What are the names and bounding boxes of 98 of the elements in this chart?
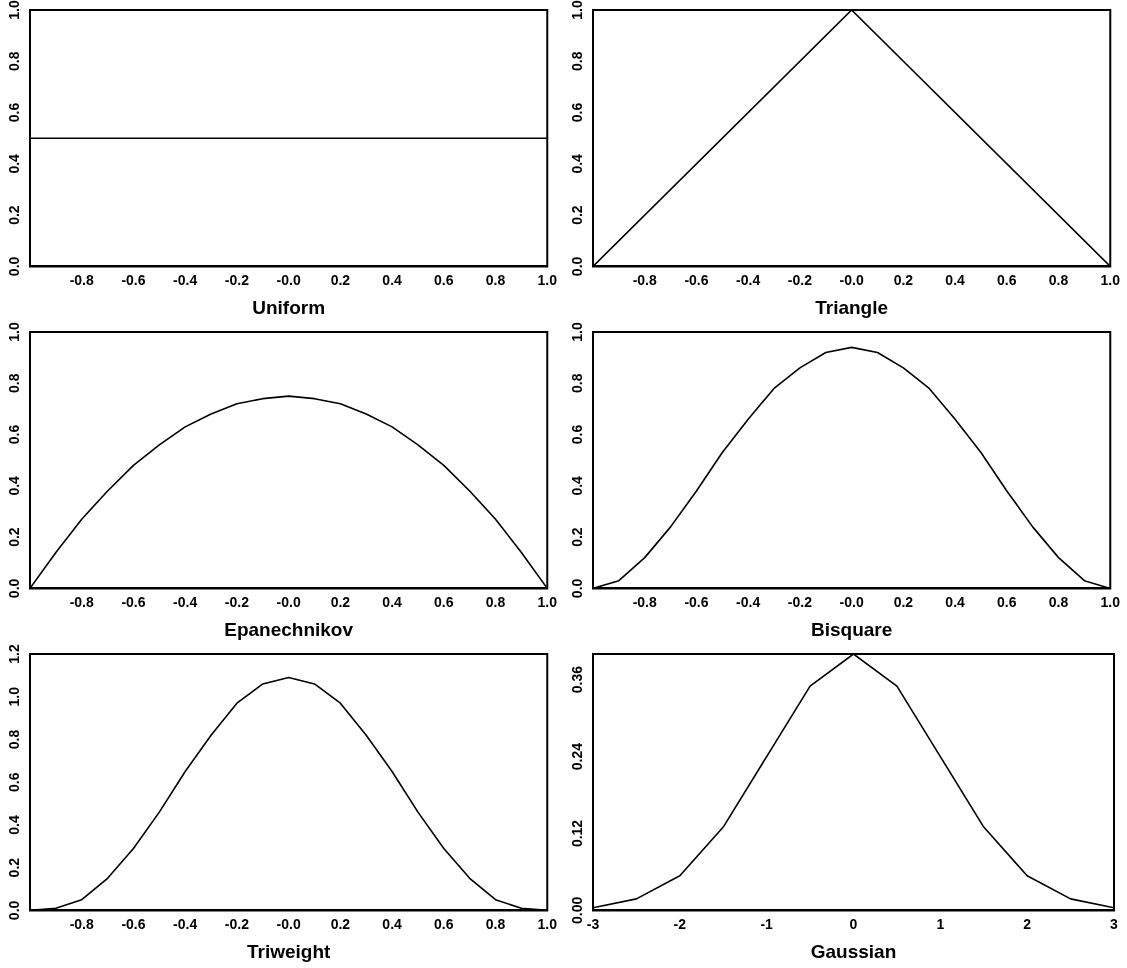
x-tick-label: 0.6 xyxy=(997,271,1017,288)
x-tick-label: -0.8 xyxy=(69,915,94,932)
y-tick-label: 0.6 xyxy=(5,424,22,445)
x-axis-title: Gaussian xyxy=(810,940,897,962)
x-tick-label: -0.4 xyxy=(173,593,198,610)
x-tick-label: -0.8 xyxy=(69,593,94,610)
x-tick-label: 2 xyxy=(1023,915,1032,932)
x-tick-label: 0.4 xyxy=(945,593,966,610)
x-tick-label: -0.8 xyxy=(69,271,94,288)
x-tick-label: -1 xyxy=(760,915,774,932)
y-tick-label: 1.0 xyxy=(5,0,22,20)
x-axis-title: Triangle xyxy=(815,296,889,318)
x-tick-label: 1 xyxy=(936,915,945,932)
x-tick-label: -0.0 xyxy=(276,915,301,932)
x-tick-label: 0.4 xyxy=(382,915,403,932)
x-tick-label: -3 xyxy=(586,915,600,932)
y-tick-label: 1.0 xyxy=(5,322,22,342)
x-tick-label: 0.4 xyxy=(382,593,403,610)
x-tick-label: 0.8 xyxy=(1048,271,1069,288)
y-tick-label: 1.0 xyxy=(568,0,585,20)
x-tick-label: 0.6 xyxy=(997,593,1017,610)
x-tick-label: -0.2 xyxy=(224,593,250,610)
x-tick-label: 0.2 xyxy=(330,593,351,610)
x-tick-label: 0.6 xyxy=(434,593,454,610)
y-tick-label: 0.4 xyxy=(568,475,585,496)
y-tick-label: 0.8 xyxy=(5,729,22,750)
y-tick-label: 0.12 xyxy=(568,819,585,848)
x-tick-label: -0.6 xyxy=(684,271,709,288)
y-tick-label: 0.2 xyxy=(568,205,585,225)
y-tick-label: 0.4 xyxy=(5,814,22,835)
x-axis-title: Bisquare xyxy=(810,618,893,640)
x-tick-label: 0.4 xyxy=(382,271,403,288)
y-tick-label: 0.00 xyxy=(568,896,585,925)
x-tick-label: -0.8 xyxy=(632,271,657,288)
x-tick-label: 0.8 xyxy=(485,593,506,610)
x-tick-label: -0.4 xyxy=(736,271,761,288)
y-tick-label: 0.0 xyxy=(568,578,585,599)
x-tick-label: -0.6 xyxy=(684,593,709,610)
x-tick-label: -0.6 xyxy=(121,593,146,610)
x-tick-label: 1.0 xyxy=(1100,271,1121,288)
x-tick-label: 0.8 xyxy=(485,271,506,288)
x-tick-label: 0.8 xyxy=(485,915,506,932)
x-tick-label: 0.8 xyxy=(1048,593,1069,610)
y-tick-label: 0.2 xyxy=(568,527,585,547)
x-tick-label: -0.0 xyxy=(839,593,864,610)
x-tick-label: 0.2 xyxy=(330,271,351,288)
x-tick-label: 1.0 xyxy=(1100,593,1121,610)
x-tick-label: -0.4 xyxy=(736,593,761,610)
x-tick-label: 1.0 xyxy=(537,915,558,932)
x-tick-label: 0.2 xyxy=(330,915,351,932)
x-axis-title: Triweight xyxy=(246,940,331,962)
x-tick-label: -0.2 xyxy=(787,593,813,610)
x-tick-label: 0.2 xyxy=(893,593,914,610)
x-tick-label: 0 xyxy=(849,915,858,932)
x-axis-title: Epanechnikov xyxy=(224,618,354,640)
x-tick-label: 0.4 xyxy=(945,271,966,288)
y-tick-label: 0.0 xyxy=(5,256,22,277)
x-tick-label: -0.8 xyxy=(632,593,657,610)
x-tick-label: 0.6 xyxy=(434,915,454,932)
y-tick-label: 0.2 xyxy=(5,205,22,225)
y-tick-label: 1.2 xyxy=(5,644,22,664)
y-tick-label: 0.4 xyxy=(5,153,22,174)
x-axis-title: Uniform xyxy=(252,296,326,318)
x-tick-label: -0.2 xyxy=(224,271,250,288)
y-tick-label: 0.24 xyxy=(568,742,585,771)
x-tick-label: -2 xyxy=(673,915,687,932)
y-tick-label: 0.8 xyxy=(5,373,22,394)
x-tick-label: -0.0 xyxy=(839,271,864,288)
x-tick-label: -0.4 xyxy=(173,915,198,932)
y-tick-label: 0.2 xyxy=(5,527,22,547)
y-tick-label: 0.6 xyxy=(568,424,585,445)
x-tick-label: -0.6 xyxy=(121,915,146,932)
x-tick-label: -0.2 xyxy=(224,915,250,932)
x-tick-label: -0.0 xyxy=(276,593,301,610)
y-tick-label: 1.0 xyxy=(5,686,22,707)
y-tick-label: 0.4 xyxy=(568,153,585,174)
x-tick-label: -0.0 xyxy=(276,271,301,288)
y-tick-label: 0.6 xyxy=(5,772,22,792)
x-tick-label: 0.6 xyxy=(434,271,454,288)
y-tick-label: 0.0 xyxy=(568,256,585,277)
y-tick-label: 1.0 xyxy=(568,322,585,342)
x-tick-label: 1.0 xyxy=(537,593,558,610)
x-tick-label: 0.2 xyxy=(893,271,914,288)
y-tick-label: 0.2 xyxy=(5,857,22,878)
x-tick-label: 3 xyxy=(1110,915,1119,932)
x-tick-label: 1.0 xyxy=(537,271,558,288)
y-tick-label: 0.8 xyxy=(568,51,585,72)
y-tick-label: 0.6 xyxy=(5,102,22,123)
y-tick-label: 0.0 xyxy=(5,900,22,921)
y-tick-label: 0.4 xyxy=(5,475,22,496)
y-tick-label: 0.8 xyxy=(568,373,585,394)
y-tick-label: 0.0 xyxy=(5,578,22,599)
y-tick-label: 0.8 xyxy=(5,51,22,72)
x-tick-label: -0.2 xyxy=(787,271,813,288)
x-tick-label: -0.4 xyxy=(173,271,198,288)
y-tick-label: 0.6 xyxy=(568,102,585,123)
x-tick-label: -0.6 xyxy=(121,271,146,288)
y-tick-label: 0.36 xyxy=(568,665,585,694)
